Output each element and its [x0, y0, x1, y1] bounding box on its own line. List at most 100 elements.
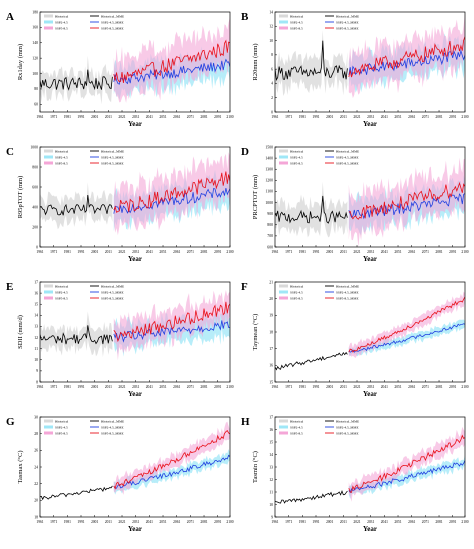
y-tick-label: 16 [269, 364, 273, 368]
plot-frame [39, 146, 231, 248]
x-tick-label: 2071 [422, 520, 429, 524]
y-tick-label: 9 [271, 515, 273, 519]
x-tick-label: 2100 [226, 250, 233, 254]
x-tick-label: 2041 [381, 520, 388, 524]
panel-g: G 1961 1971 1981 1991 2001 2011 2021 2031 2041 205… [6, 415, 234, 533]
x-tick-label: 2011 [105, 250, 112, 254]
ssp585-band [348, 13, 465, 99]
x-tick-label: 1981 [299, 250, 306, 254]
y-tick-label: 9 [36, 369, 38, 373]
legend: Historical Historical_MME SSP2-4.5 SSP2-4.5… [44, 284, 124, 300]
y-tick-label: 0 [271, 110, 273, 114]
panel-label: F [241, 281, 248, 293]
legend-label: Historical_MME [101, 419, 124, 423]
x-tick-label: 1971 [285, 115, 292, 119]
legend: Historical Historical_MME SSP2-4.5 SSP2-4.5… [279, 149, 359, 165]
legend-label: SSP2-4.5_MME [101, 290, 124, 294]
ssp585-band [113, 290, 230, 361]
y-tick-label: 30 [34, 415, 38, 419]
legend-label: SSP5-8.5_MME [336, 26, 359, 30]
x-tick-label: 2021 [118, 115, 125, 119]
panel-label: D [241, 146, 249, 158]
x-tick-label: 2091 [449, 115, 456, 119]
panel-a: A 1961 1971 1981 1991 2001 2011 2021 2031 2041 205… [6, 10, 234, 128]
ssp245-mme-line [348, 323, 465, 353]
y-tick-label: 1400 [265, 156, 273, 160]
historical-mme-line [40, 325, 113, 345]
ssp245-mme-line [113, 58, 230, 85]
legend-swatch [44, 26, 53, 30]
ssp245-mme-line [113, 320, 230, 343]
legend: Historical Historical_MME SSP2-4.5 SSP2-4.5… [279, 284, 359, 300]
x-tick-label: 2071 [187, 115, 194, 119]
x-axis-label: Year [363, 390, 377, 398]
x-tick-label: 2031 [367, 520, 374, 524]
y-tick-label: 1100 [266, 190, 274, 194]
x-tick-label: 2100 [226, 520, 233, 524]
ssp585-band [113, 17, 230, 104]
y-tick-label: 14 [269, 453, 273, 457]
plot-area [40, 152, 230, 236]
x-tick-label: 1981 [299, 520, 306, 524]
legend-swatch [44, 425, 53, 429]
y-tick-label: 15 [34, 303, 38, 307]
legend-label: SSP5-8.5 [55, 26, 68, 30]
ssp585-mme-line [348, 36, 465, 78]
plot-area [40, 17, 230, 105]
historical-band [275, 30, 348, 96]
legend-swatch [279, 431, 288, 435]
historical-mme-line [40, 69, 113, 91]
x-tick-label: 2011 [340, 520, 347, 524]
legend-swatch [44, 431, 53, 435]
panel-b: B 1961 1971 1981 1991 2001 2011 2021 2031 2041 205… [241, 10, 469, 128]
legend-label: SSP5-8.5_MME [101, 161, 124, 165]
x-tick-label: 2091 [214, 385, 221, 389]
y-tick-label: 8 [36, 380, 38, 384]
y-tick-label: 900 [267, 212, 273, 216]
x-tick-label: 2071 [422, 385, 429, 389]
legend-label: SSP5-8.5 [290, 296, 303, 300]
legend-label: SSP5-8.5 [290, 161, 303, 165]
plot-frame [39, 281, 231, 383]
y-tick-label: 22 [34, 482, 38, 486]
plot-area [275, 13, 465, 99]
x-tick-label: 2091 [449, 250, 456, 254]
y-axis-label: PRCPTOT (mm) [252, 175, 259, 219]
ssp585-mme-line [348, 296, 465, 353]
x-tick-label: 2051 [394, 115, 401, 119]
ssp245-mme-line [113, 454, 230, 489]
x-tick-label: 1991 [77, 520, 84, 524]
x-tick-label: 1961 [271, 250, 278, 254]
x-axis-label: Year [128, 525, 142, 533]
x-tick-label: 2001 [326, 115, 333, 119]
x-tick-label: 2061 [173, 250, 180, 254]
x-tick-label: 2051 [394, 385, 401, 389]
y-tick-label: 13 [269, 465, 273, 469]
legend: Historical Historical_MME SSP2-4.5 SSP2-4.5… [44, 14, 124, 30]
x-tick-label: 2041 [146, 115, 153, 119]
x-tick-label: 2001 [91, 520, 98, 524]
legend-label: SSP2-4.5 [55, 425, 68, 429]
x-tick-label: 1971 [50, 385, 57, 389]
legend-swatch [44, 161, 53, 165]
y-tick-label: 800 [32, 165, 38, 169]
y-tick-label: 20 [269, 297, 273, 301]
x-tick-label: 1981 [299, 115, 306, 119]
y-tick-label: 6 [271, 67, 273, 71]
x-tick-label: 1981 [299, 385, 306, 389]
legend-label: SSP2-4.5_MME [336, 290, 359, 294]
x-axis-label: Year [128, 120, 142, 128]
x-tick-label: 2001 [326, 385, 333, 389]
panel-label: A [6, 11, 14, 23]
x-tick-label: 1991 [77, 385, 84, 389]
plot-area [275, 157, 465, 247]
x-tick-label: 2061 [173, 115, 180, 119]
x-tick-label: 1991 [312, 250, 319, 254]
y-axis-label: Tasmin (°C) [252, 451, 259, 483]
y-tick-label: 200 [32, 225, 38, 229]
y-axis-label: SDII (mm/d) [17, 315, 24, 349]
x-tick-label: 2061 [408, 250, 415, 254]
x-tick-label: 2071 [422, 250, 429, 254]
legend-swatch [44, 296, 53, 300]
y-tick-label: 600 [267, 245, 273, 249]
